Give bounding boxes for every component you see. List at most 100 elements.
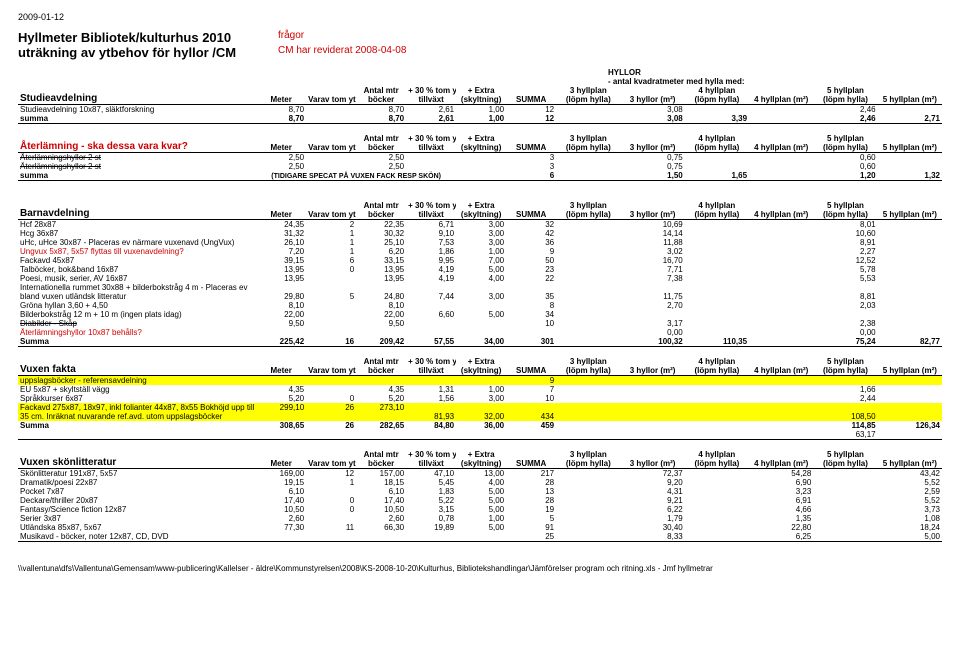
cell: 282,65 [356, 421, 406, 430]
data-table: BarnavdelningMeterVarav tom ytaAntal mtr… [18, 201, 942, 347]
cell: 9,50 [256, 319, 306, 328]
col-5h: 5 hyllplan [813, 357, 877, 366]
cell [685, 505, 749, 514]
cell [685, 421, 749, 430]
cell: 0,00 [620, 328, 684, 337]
table-row: Studieavdelning 10x87, släktforskning8,7… [18, 105, 942, 115]
cell [878, 229, 942, 238]
row-label: Serier 3x87 [18, 514, 256, 523]
cell: 8,01 [813, 220, 877, 230]
cell: 2,71 [878, 114, 942, 124]
cell: 9 [506, 376, 556, 386]
row-label: Dramatik/poesi 22x87 [18, 478, 256, 487]
cell: 7,44 [406, 292, 456, 301]
col-bocker: böcker [356, 143, 406, 153]
cell [685, 105, 749, 115]
col-3h-b: (löpm hylla) [556, 366, 620, 376]
cell [506, 328, 556, 337]
cell: 34,00 [456, 337, 506, 347]
cell: 0,75 [620, 162, 684, 171]
cell [685, 328, 749, 337]
col-5h-b: (löpm hylla) [813, 459, 877, 469]
cell [685, 487, 749, 496]
cell [878, 385, 942, 394]
cell [749, 394, 813, 403]
col-5h-m2: 5 hyllplan (m²) [878, 134, 942, 153]
table-row: uppslagsböcker - referensavdelning9 [18, 376, 942, 386]
cell: 5,20 [256, 394, 306, 403]
col-4h: 4 hyllplan [685, 201, 749, 210]
cell [406, 162, 456, 171]
cell [556, 153, 620, 163]
col-3h: 3 hyllplan [556, 450, 620, 459]
cell [749, 220, 813, 230]
cell: 8,70 [256, 105, 306, 115]
col-tillvaxt: tillväxt [406, 366, 456, 376]
cell: 22 [506, 274, 556, 283]
cell [456, 162, 506, 171]
cell: 1 [306, 478, 356, 487]
cell: 36 [506, 238, 556, 247]
cell [556, 385, 620, 394]
col-3h: 3 hyllplan [556, 134, 620, 143]
cell [306, 310, 356, 319]
cell [620, 376, 684, 386]
cell: 22,80 [749, 523, 813, 532]
col-antal: Antal mtr [356, 201, 406, 210]
cell: 1,00 [456, 514, 506, 523]
col-antal: Antal mtr [356, 134, 406, 143]
table-row: uHc, uHce 30x87 - Placeras ev närmare vu… [18, 238, 942, 247]
col-varav: Varav tom yta [306, 450, 356, 469]
cell: 3,39 [685, 114, 749, 124]
cell [685, 478, 749, 487]
col-5h: 5 hyllplan [813, 450, 877, 459]
col-summa: SUMMA [506, 450, 556, 469]
cell: 54,28 [749, 469, 813, 479]
col-extra: + Extra [456, 134, 506, 143]
col-summa: SUMMA [506, 357, 556, 376]
row-label: 35 cm. Inräknat nuvarande ref.avd. utom … [18, 412, 256, 421]
cell: 8,70 [256, 114, 306, 124]
col-meter: Meter [256, 201, 306, 220]
table-row: Poesi, musik, serier, AV 16x8713,9513,95… [18, 274, 942, 283]
cell [749, 105, 813, 115]
col-extra: + Extra [456, 357, 506, 366]
cell [749, 328, 813, 337]
cell: 7,20 [256, 247, 306, 256]
row-label: Summa [18, 421, 256, 430]
cell [556, 505, 620, 514]
cell: 5,52 [878, 496, 942, 505]
cell: 0 [306, 496, 356, 505]
col-4h-m2: 4 hyllplan (m²) [749, 86, 813, 105]
cell [256, 532, 306, 542]
col-meter: Meter [256, 86, 306, 105]
cell [878, 292, 942, 301]
cell [556, 310, 620, 319]
cell [878, 301, 942, 310]
cell: 6,60 [406, 310, 456, 319]
cell: 11,88 [620, 238, 684, 247]
cell: 36,00 [456, 421, 506, 430]
cell: 2,60 [256, 514, 306, 523]
row-note: (TIDIGARE SPECAT PÅ VUXEN FACK RESP SKÖN… [256, 171, 456, 181]
cell [456, 532, 506, 542]
table-row: EU 5x87 + skyltställ vägg4,354,351,311,0… [18, 385, 942, 394]
cell: 1,00 [456, 114, 506, 124]
cell: 26,10 [256, 238, 306, 247]
cell: 0 [306, 265, 356, 274]
cell [306, 319, 356, 328]
cell: 169,00 [256, 469, 306, 479]
cell: 3,02 [620, 247, 684, 256]
col-5h-b: (löpm hylla) [813, 366, 877, 376]
cell [685, 412, 749, 421]
cell: 8,81 [813, 292, 877, 301]
cell: 5,00 [456, 523, 506, 532]
cell: 459 [506, 421, 556, 430]
cell [685, 265, 749, 274]
cell [556, 247, 620, 256]
cell [749, 114, 813, 124]
row-label: summa [18, 114, 256, 124]
col-5h: 5 hyllplan [813, 134, 877, 143]
cell: 126,34 [878, 421, 942, 430]
table-row: summa(TIDIGARE SPECAT PÅ VUXEN FACK RESP… [18, 171, 942, 181]
